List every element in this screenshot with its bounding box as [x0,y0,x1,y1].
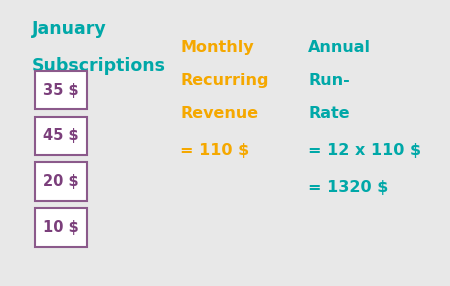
Text: Run-: Run- [308,73,350,88]
FancyBboxPatch shape [35,162,86,201]
Text: 35 $: 35 $ [43,83,79,98]
Text: Rate: Rate [308,106,350,121]
Text: 45 $: 45 $ [43,128,79,143]
Text: 20 $: 20 $ [43,174,79,189]
Text: Annual: Annual [308,40,371,55]
FancyBboxPatch shape [35,117,86,155]
Text: = 12 x 110 $: = 12 x 110 $ [308,143,421,158]
Text: January: January [32,20,106,38]
Text: Revenue: Revenue [180,106,258,121]
Text: Subscriptions: Subscriptions [32,57,166,75]
FancyBboxPatch shape [35,71,86,109]
Text: Monthly: Monthly [180,40,254,55]
FancyBboxPatch shape [35,208,86,247]
Text: = 1320 $: = 1320 $ [308,180,389,195]
Text: = 110 $: = 110 $ [180,143,249,158]
Text: Recurring: Recurring [180,73,269,88]
Text: 10 $: 10 $ [43,220,79,235]
